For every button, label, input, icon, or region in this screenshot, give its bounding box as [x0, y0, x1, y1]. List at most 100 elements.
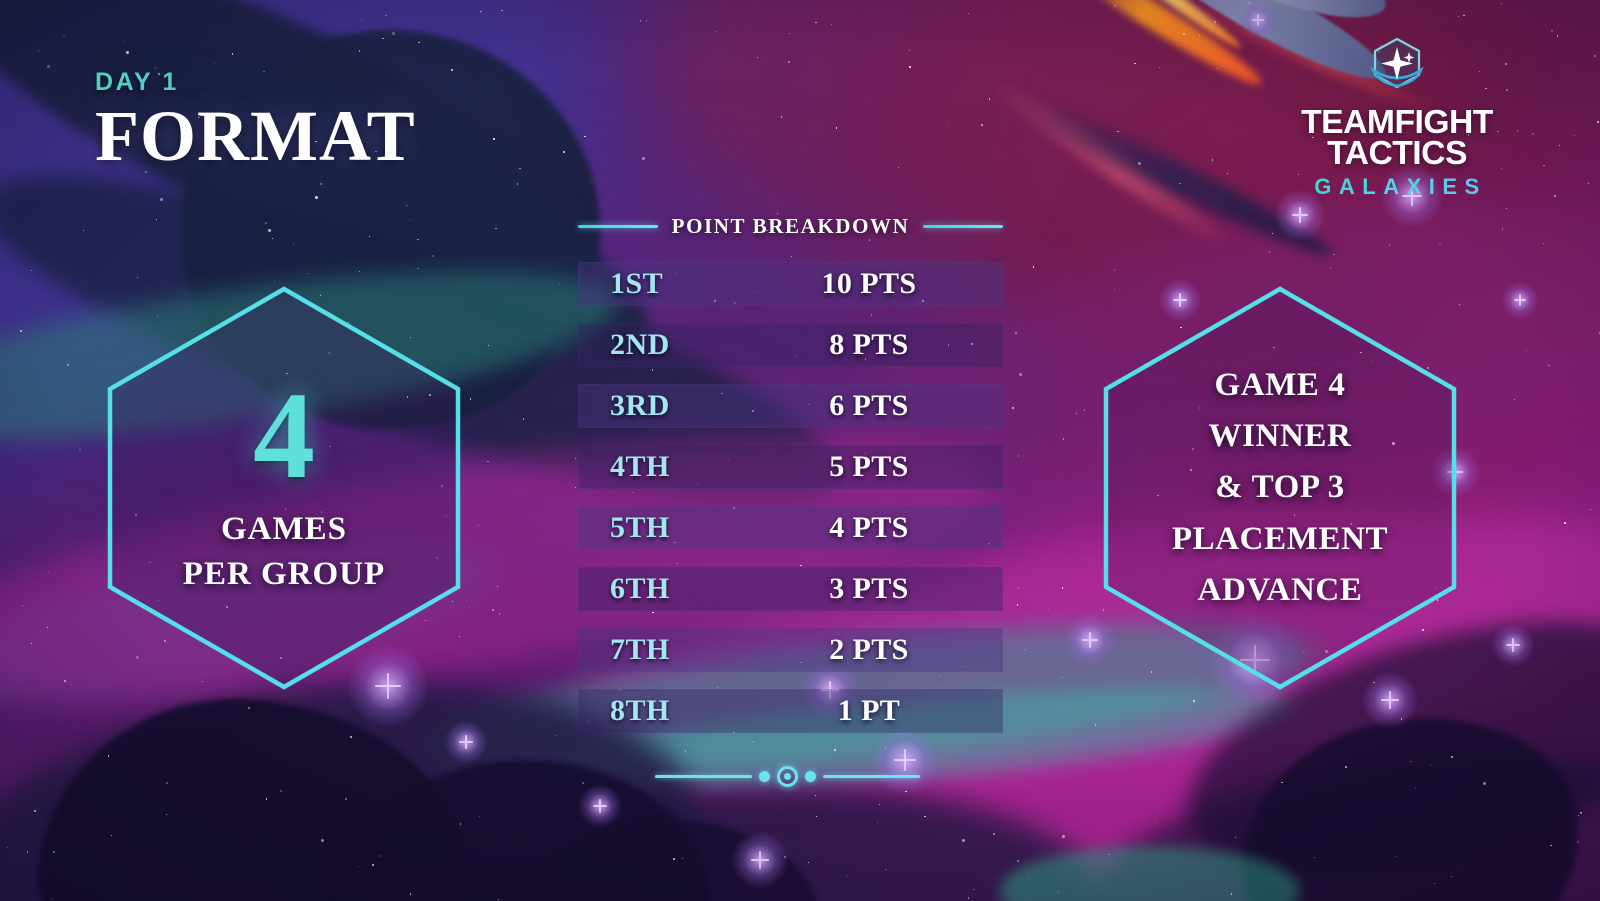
star — [248, 707, 251, 710]
star — [808, 404, 810, 406]
star — [1024, 649, 1027, 651]
star — [125, 50, 129, 54]
star — [1564, 522, 1566, 524]
star — [358, 270, 361, 272]
star — [1114, 288, 1116, 291]
star — [409, 218, 411, 220]
star — [157, 600, 159, 602]
star — [1463, 14, 1465, 17]
star — [1550, 844, 1552, 847]
star — [469, 398, 471, 400]
star — [1554, 195, 1556, 197]
star — [1574, 134, 1576, 137]
star — [1543, 164, 1545, 167]
star — [587, 720, 589, 723]
star — [1505, 89, 1508, 92]
points-value: 6 PTS — [829, 389, 909, 422]
points-value: 10 PTS — [821, 267, 917, 300]
star — [971, 343, 973, 345]
star — [1379, 44, 1382, 47]
star — [285, 508, 287, 510]
star — [157, 314, 159, 316]
star — [909, 66, 911, 68]
star — [675, 273, 678, 275]
ornament-dot-left — [759, 771, 770, 782]
star — [1501, 228, 1503, 230]
star — [155, 218, 158, 220]
star — [1365, 589, 1368, 591]
star — [1159, 66, 1161, 69]
row-band — [578, 689, 1003, 733]
row-band — [578, 384, 1003, 428]
row-band — [578, 567, 1003, 611]
star — [155, 67, 157, 69]
star — [574, 458, 577, 460]
star — [1297, 173, 1299, 176]
star — [344, 797, 347, 800]
star — [1180, 327, 1182, 329]
table-row: 3RD 6 PTS — [578, 384, 1003, 428]
star — [1103, 609, 1105, 611]
star — [1500, 3, 1502, 5]
star — [939, 675, 941, 677]
star — [82, 229, 84, 232]
star — [279, 789, 282, 792]
star — [961, 666, 963, 668]
star — [753, 740, 755, 743]
star — [988, 542, 990, 545]
star — [1468, 134, 1470, 136]
star — [1594, 55, 1597, 58]
star — [314, 196, 318, 200]
star — [34, 809, 37, 812]
star — [961, 838, 965, 842]
star — [329, 445, 331, 448]
star — [214, 62, 216, 64]
star — [1047, 608, 1049, 611]
star — [1012, 407, 1014, 409]
star — [924, 816, 926, 818]
table-row: 1ST 10 PTS — [578, 262, 1003, 306]
star — [1014, 332, 1017, 335]
points-value: 1 PT — [837, 694, 901, 727]
ornament-dot-right — [805, 771, 816, 782]
star — [436, 556, 439, 559]
ornament-rule-left — [655, 775, 752, 778]
star — [417, 238, 419, 241]
star — [1108, 853, 1110, 856]
star — [1439, 243, 1441, 245]
star — [947, 344, 949, 346]
star — [737, 701, 740, 704]
star — [897, 166, 900, 168]
star — [1096, 419, 1099, 421]
star — [788, 60, 791, 63]
star — [47, 571, 49, 574]
star — [1577, 841, 1580, 844]
star — [46, 626, 49, 629]
points-value: 2 PTS — [829, 633, 909, 666]
games-count: 4 — [253, 366, 315, 504]
star — [492, 609, 494, 611]
star — [137, 277, 139, 279]
star — [1017, 588, 1020, 590]
star — [1231, 893, 1233, 895]
star — [1138, 162, 1142, 166]
star — [1548, 364, 1550, 367]
star — [836, 127, 838, 129]
star — [1531, 133, 1534, 136]
star — [30, 269, 33, 272]
star — [1504, 62, 1507, 65]
star — [1436, 499, 1439, 502]
star — [378, 855, 380, 857]
star — [372, 863, 375, 866]
star — [1597, 121, 1599, 123]
tft-logo: TEAMFIGHT TACTICS GALAXIES — [1272, 34, 1522, 200]
star — [1227, 172, 1229, 174]
star — [1083, 409, 1085, 411]
star — [888, 708, 892, 712]
star — [1457, 15, 1460, 17]
star — [320, 839, 324, 842]
star — [815, 21, 817, 23]
star — [642, 156, 646, 160]
